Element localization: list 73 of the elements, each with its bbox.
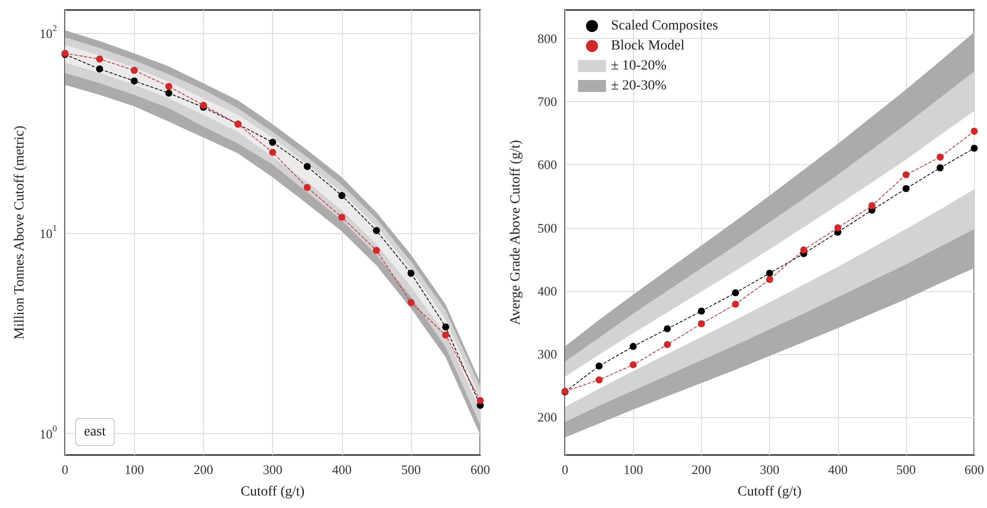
x-axis-title: Cutoff (g/t) [240,484,305,500]
point [476,396,484,404]
x-tick-label: 300 [262,462,282,477]
x-tick-label: 600 [964,462,984,477]
annotation: east [84,424,106,440]
point [304,184,311,191]
legend-label: ± 20-30% [611,78,667,94]
point [304,163,311,170]
point [372,227,380,234]
point [630,342,637,350]
x-tick-label: 400 [828,462,848,477]
y-tick-label: 700 [538,94,557,110]
x-tick-label: 500 [896,462,916,477]
y-tick-label: 200 [538,410,557,425]
point [868,202,876,210]
legend-label: ± 10-20% [611,58,667,74]
point [269,148,276,156]
point [970,128,978,135]
x-tick-label: 500 [401,462,421,477]
x-tick-label: 0 [62,462,68,477]
point [96,56,104,63]
point [408,270,415,277]
x-tick-label: 100 [623,462,643,477]
y-tick-label: 800 [538,30,557,46]
x-tick-label: 0 [562,462,568,477]
point [630,361,637,368]
point [596,362,603,370]
point [766,270,774,277]
point [130,77,138,84]
point [766,276,774,284]
point [698,308,705,315]
y-tick-label: 10$^{0}$ [40,423,58,441]
point [96,65,104,72]
point [936,164,944,172]
y-axis-title: Million Tonnes Above Cutoff (metric) [12,125,28,340]
point [800,246,808,254]
point [902,185,910,192]
point [269,138,276,146]
x-tick-label: 400 [332,462,352,477]
y-axis-title: Averge Grade Above Cutoff (g/t) [508,140,524,326]
point [372,246,380,254]
point [936,154,944,161]
y-tick-label: 300 [538,346,557,362]
point [834,224,842,232]
point [442,323,450,330]
y-tick-label: 10$^{2}$ [40,22,57,40]
point [130,66,138,74]
y-tick-label: 500 [538,220,557,236]
y-tick-label: 400 [538,283,557,298]
point [165,90,172,97]
point [698,320,705,328]
point [165,82,172,90]
point [970,144,978,152]
x-tick-label: 300 [760,462,780,477]
x-tick-label: 600 [470,462,490,477]
point [408,299,415,306]
y-tick-label: 600 [538,157,557,172]
point [732,300,740,308]
x-tick-label: 200 [194,462,214,477]
point [664,325,671,332]
legend-label: Block Model [611,38,685,54]
x-tick-label: 200 [692,462,712,477]
point [596,376,603,384]
point [338,214,346,221]
point [732,289,740,296]
point [338,192,346,200]
x-tick-label: 100 [124,462,144,477]
point [442,331,450,338]
point [902,171,910,178]
x-axis-title: Cutoff (g/t) [738,484,802,500]
legend-label: Scaled Composites [611,18,718,34]
y-tick-label: 10$^{1}$ [40,223,57,241]
point [664,341,671,348]
